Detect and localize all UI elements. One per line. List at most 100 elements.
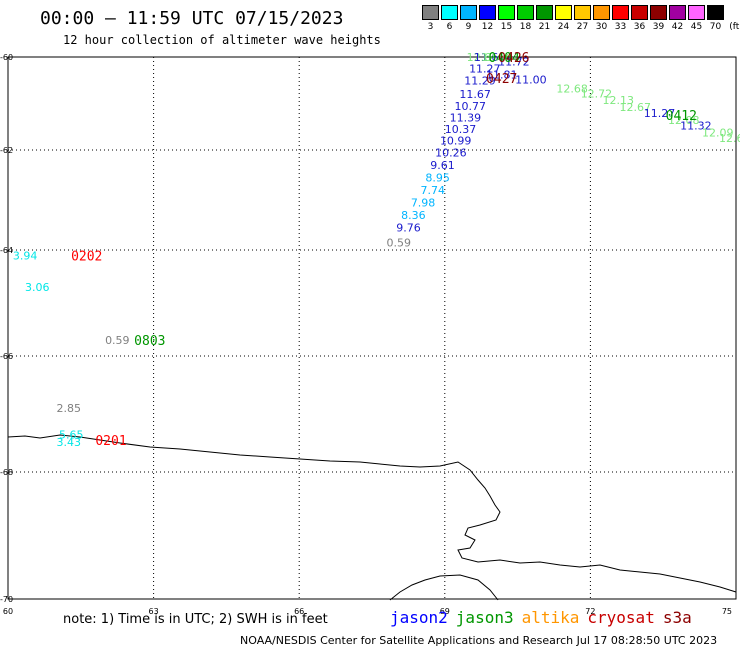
pass-time-0404: 0404 xyxy=(488,51,519,66)
legend-swatch-18 xyxy=(517,5,534,20)
legend-swatch-39 xyxy=(650,5,667,20)
satellite-cryosat: cryosat xyxy=(587,608,655,627)
swh-value-21: 12.67 xyxy=(719,132,740,145)
legend-swatch-24 xyxy=(555,5,572,20)
satellite-altika: altika xyxy=(521,608,580,627)
legend-label-39: 39 xyxy=(652,22,665,32)
swh-value-12: 12.13 xyxy=(603,94,635,107)
swh-value-11: 10.77 xyxy=(455,100,487,113)
map-title: 00:00 – 11:59 UTC 07/15/2023 xyxy=(40,8,344,29)
pass-time-0412: 0412 xyxy=(666,109,697,124)
legend-label-21: 21 xyxy=(538,22,551,32)
antarctic-coastline xyxy=(7,434,737,601)
pass-time-0803: 0803 xyxy=(134,334,165,349)
swh-value-10: 12.72 xyxy=(581,87,613,100)
lat-label--64: -64 xyxy=(0,246,13,255)
legend-swatch-36 xyxy=(631,5,648,20)
swh-value-1: 11.66 xyxy=(474,51,506,64)
legend-label-36: 36 xyxy=(633,22,646,32)
pass-time-0426: 0426 xyxy=(498,51,529,66)
coastline-path xyxy=(7,434,737,593)
lon-label-69: 69 xyxy=(440,607,450,616)
legend-swatch-21 xyxy=(536,5,553,20)
legend-label-33: 33 xyxy=(614,22,627,32)
swh-value-3: 11.72 xyxy=(498,56,529,69)
swh-value-2: 12.66 xyxy=(481,51,513,64)
swh-value-13: 12.67 xyxy=(620,101,652,114)
map-subtitle: 12 hour collection of altimeter wave hei… xyxy=(63,33,381,47)
swh-value-5: 11.81 xyxy=(486,69,518,82)
swh-value-38: 0.59 xyxy=(105,334,130,347)
lat-label--62: -62 xyxy=(0,146,13,155)
swh-value-18: 11.32 xyxy=(680,119,712,132)
legend-swatch-12 xyxy=(479,5,496,20)
swh-value-17: 10.37 xyxy=(445,123,477,136)
legend-label-9: 9 xyxy=(465,22,472,32)
legend-label-15: 15 xyxy=(500,22,513,32)
footnote: note: 1) Time is in UTC; 2) SWH is in fe… xyxy=(63,612,328,627)
lon-label-60: 60 xyxy=(3,607,13,616)
lon-label-63: 63 xyxy=(149,607,159,616)
legend-label-30: 30 xyxy=(595,22,608,32)
swh-value-4: 11.27 xyxy=(469,63,501,76)
map-frame xyxy=(7,56,737,600)
satellite-jason2: jason2 xyxy=(390,608,448,627)
pass-time-0201: 0201 xyxy=(95,434,126,449)
swh-value-19: 12.09 xyxy=(702,126,734,139)
swh-value-22: 10.26 xyxy=(435,147,467,160)
swh-value-33: 8.36 xyxy=(401,209,426,222)
legend-swatch-45 xyxy=(688,5,705,20)
swh-value-27: 8.95 xyxy=(425,172,450,185)
coastline-path-2 xyxy=(389,574,499,601)
legend-label-12: 12 xyxy=(481,22,494,32)
legend-swatch-33 xyxy=(612,5,629,20)
legend-label-70: 70 xyxy=(709,22,722,32)
swh-value-25: 9.61 xyxy=(430,159,455,172)
swh-value-15: 11.27 xyxy=(644,107,676,120)
legend-label-6: 6 xyxy=(446,22,453,32)
swh-value-31: 7.74 xyxy=(421,184,446,197)
swh-value-35: 0.59 xyxy=(387,237,412,250)
pass-time-0427: 0427 xyxy=(486,72,517,87)
legend-label-27: 27 xyxy=(576,22,589,32)
lat-label--60: -60 xyxy=(0,53,13,62)
wave-height-observations: 12.611.6612.6611.7211.2711.8111.0011.291… xyxy=(13,51,740,449)
legend-swatch-42 xyxy=(669,5,686,20)
legend-unit: (ft) xyxy=(729,22,740,32)
legend-swatch-15 xyxy=(498,5,515,20)
lon-label-66: 66 xyxy=(294,607,304,616)
swh-value-41: 3.43 xyxy=(57,436,82,449)
swh-value-39: 2.85 xyxy=(57,402,82,415)
legend-label-45: 45 xyxy=(690,22,703,32)
swh-value-0: 12.6 xyxy=(467,51,492,64)
swh-value-20: 10.99 xyxy=(440,135,472,148)
lon-label-72: 72 xyxy=(585,607,595,616)
swh-value-7: 11.29 xyxy=(464,74,496,87)
legend-swatch-30 xyxy=(593,5,610,20)
swh-value-6: 11.00 xyxy=(515,73,547,86)
legend-swatch-27 xyxy=(574,5,591,20)
legend-swatch-6 xyxy=(441,5,458,20)
lon-label-75: 75 xyxy=(722,607,732,616)
legend-label-42: 42 xyxy=(671,22,684,32)
swh-value-14: 11.39 xyxy=(450,111,482,124)
satellite-key: jason2 jason3 altika cryosat s3a xyxy=(390,608,700,627)
swh-value-36: 3.94 xyxy=(13,249,38,262)
lat-label--68: -68 xyxy=(0,468,13,477)
swh-value-40: 5.65 xyxy=(59,428,84,441)
pass-time-0202: 0202 xyxy=(71,249,102,264)
swh-value-32: 7.98 xyxy=(411,197,436,210)
graticule xyxy=(8,57,736,599)
legend-swatch-3 xyxy=(422,5,439,20)
swh-value-8: 12.68 xyxy=(556,83,588,96)
legend-swatch-9 xyxy=(460,5,477,20)
swh-value-37: 3.06 xyxy=(25,281,49,294)
lat-label--70: -70 xyxy=(0,595,13,604)
credit-line: NOAA/NESDIS Center for Satellite Applica… xyxy=(240,634,718,647)
legend-label-24: 24 xyxy=(557,22,570,32)
legend-swatch-70 xyxy=(707,5,724,20)
swh-value-34: 9.76 xyxy=(396,222,421,235)
legend-label-3: 3 xyxy=(427,22,434,32)
